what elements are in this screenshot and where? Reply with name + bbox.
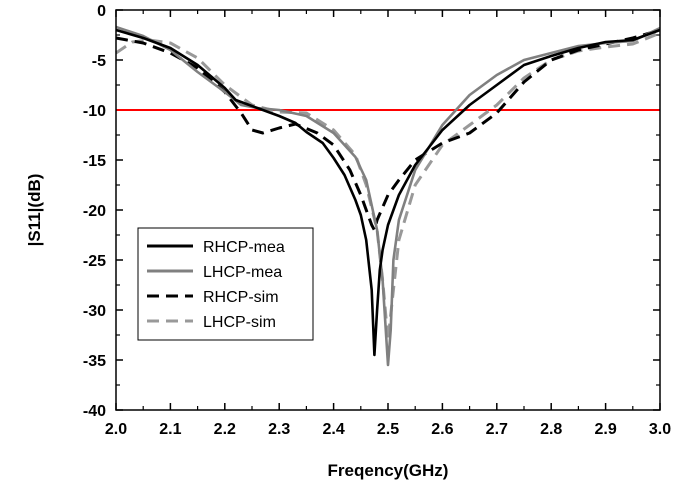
x-tick-label: 2.4 xyxy=(322,421,344,438)
x-tick-label: 2.0 xyxy=(105,421,127,438)
x-tick-label: 2.5 xyxy=(377,421,399,438)
y-tick-label: -40 xyxy=(83,403,106,420)
legend-label: LHCP-mea xyxy=(203,264,282,281)
plot-frame xyxy=(115,9,661,411)
y-tick-label: -5 xyxy=(92,53,106,70)
series-line-rhcp-sim xyxy=(115,28,661,232)
legend-label: LHCP-sim xyxy=(203,314,276,331)
x-tick-label: 2.6 xyxy=(431,421,453,438)
legend-label: RHCP-sim xyxy=(203,289,279,306)
y-tick-label: 0 xyxy=(97,3,106,20)
y-axis-label: |S11|(dB) xyxy=(25,174,44,247)
legend-items: RHCP-mea LHCP-mea RHCP-sim LHCP-sim xyxy=(147,239,285,331)
series-layer xyxy=(115,25,661,367)
x-axis-label: Freqency(GHz) xyxy=(328,461,449,480)
series-line-rhcp-mea xyxy=(115,28,661,357)
y-tick-labels: 0 -5 -10 -15 -20 -25 -30 -35 -40 xyxy=(83,3,106,420)
x-tick-label: 2.1 xyxy=(159,421,181,438)
x-tick-label: 2.9 xyxy=(594,421,616,438)
legend-label: RHCP-mea xyxy=(203,239,285,256)
y-tick-label: -15 xyxy=(83,153,106,170)
y-tick-label: -20 xyxy=(83,203,106,220)
y-tick-label: -30 xyxy=(83,303,106,320)
x-tick-label: 2.7 xyxy=(486,421,508,438)
x-tick-label: 3.0 xyxy=(649,421,671,438)
x-tick-labels: 2.0 2.1 2.2 2.3 2.4 2.5 2.6 2.7 2.8 2.9 3.0 xyxy=(105,421,671,438)
y-tick-label: -25 xyxy=(83,253,106,270)
legend: RHCP-mea LHCP-mea RHCP-sim LHCP-sim xyxy=(137,227,314,341)
x-tick-label: 2.3 xyxy=(268,421,290,438)
y-tick-label: -10 xyxy=(83,103,106,120)
y-tick-label: -35 xyxy=(83,353,106,370)
x-tick-label: 2.8 xyxy=(540,421,562,438)
x-tick-label: 2.2 xyxy=(214,421,236,438)
